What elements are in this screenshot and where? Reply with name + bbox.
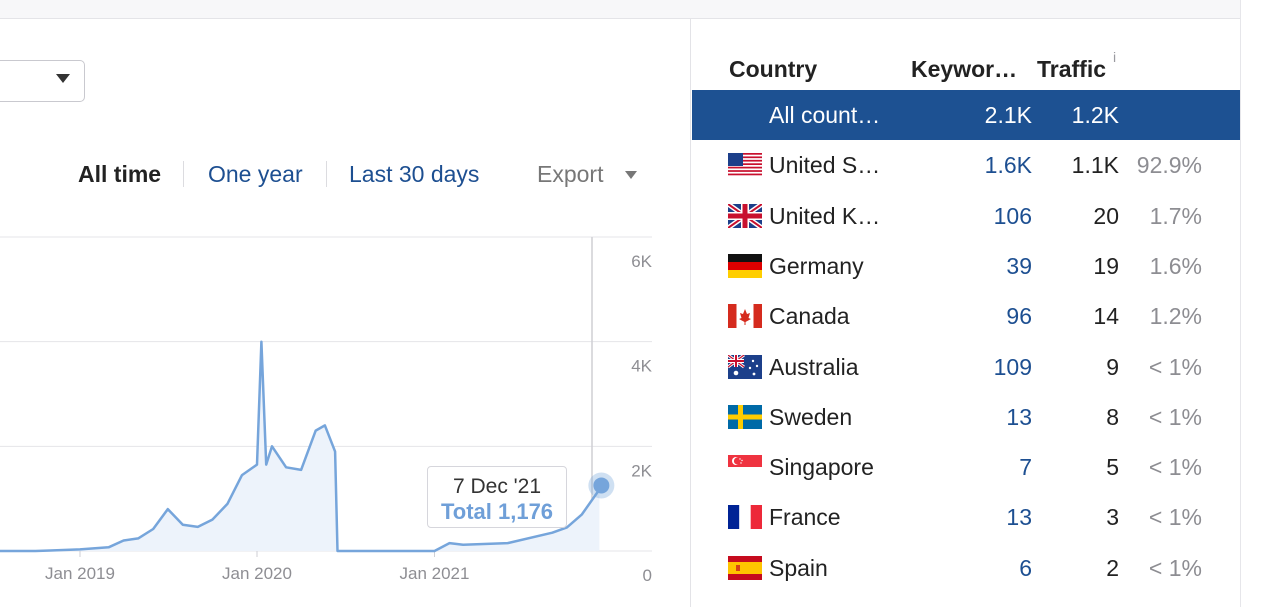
country-name[interactable]: Canada	[769, 303, 850, 330]
mode-select[interactable]	[0, 60, 85, 102]
range-last-30-days[interactable]: Last 30 days	[349, 161, 480, 187]
traffic-share: < 1%	[1148, 403, 1202, 430]
sg-flag-icon	[728, 455, 762, 480]
table-row[interactable]: Singapore 7 5 < 1%	[692, 442, 1240, 492]
keywords-count[interactable]: 13	[1006, 403, 1032, 430]
export-caret-icon[interactable]	[625, 171, 637, 179]
traffic-value: 5	[1106, 454, 1119, 481]
keywords-count[interactable]: 1.6K	[984, 152, 1032, 179]
y-tick-label: 6K	[631, 252, 652, 271]
column-header-traffic[interactable]: Traffic	[1037, 56, 1107, 82]
traffic-value: 1.2K	[1071, 102, 1119, 128]
traffic-value: 3	[1106, 504, 1119, 531]
countries-table: Country Keywor… Traffic i All count… 2.1K…	[692, 19, 1240, 607]
table-row[interactable]: Germany 39 19 1.6%	[692, 241, 1240, 291]
x-tick-label: Jan 2021	[400, 564, 470, 583]
traffic-area	[0, 341, 600, 551]
country-name[interactable]: Spain	[769, 554, 828, 581]
table-row[interactable]: Canada 96 14 1.2%	[692, 291, 1240, 341]
us-flag-icon	[728, 153, 762, 178]
traffic-overview-panel: All time One year Last 30 days Export 6K…	[0, 19, 690, 607]
keywords-count[interactable]: 13	[1006, 504, 1032, 531]
export-button[interactable]: Export	[537, 161, 604, 187]
traffic-share: 1.6%	[1149, 252, 1202, 279]
traffic-share: < 1%	[1148, 554, 1202, 581]
table-row[interactable]: United S… 1.6K 1.1K 92.9%	[692, 140, 1240, 190]
keywords-count[interactable]: 6	[1019, 554, 1032, 581]
range-all-time[interactable]: All time	[78, 161, 162, 187]
traffic-value: 9	[1106, 353, 1119, 380]
country-name[interactable]: France	[769, 504, 841, 531]
es-flag-icon	[728, 555, 762, 580]
keywords-count[interactable]: 2.1K	[984, 102, 1032, 128]
country-name[interactable]: All count…	[769, 102, 881, 128]
traffic-share: < 1%	[1148, 504, 1202, 531]
top-toolbar-strip	[0, 0, 1240, 19]
y-tick-label: 4K	[631, 357, 652, 376]
table-row[interactable]: France 13 3 < 1%	[692, 492, 1240, 542]
y-tick-label: 0	[643, 566, 652, 585]
traffic-share: 1.2%	[1149, 303, 1202, 330]
row-all-countries[interactable]: All count… 2.1K 1.2K	[692, 90, 1240, 140]
table-row[interactable]: Spain 6 2 < 1%	[692, 543, 1240, 593]
country-name[interactable]: United K…	[769, 202, 881, 229]
de-flag-icon	[728, 253, 762, 278]
country-name[interactable]: United S…	[769, 152, 881, 179]
range-one-year[interactable]: One year	[208, 161, 303, 187]
traffic-value: 14	[1093, 303, 1119, 330]
x-tick-label: Jan 2019	[45, 564, 115, 583]
keywords-count[interactable]: 39	[1006, 252, 1032, 279]
se-flag-icon	[728, 404, 762, 429]
traffic-value: 2	[1106, 554, 1119, 581]
uk-flag-icon	[728, 203, 762, 228]
traffic-share: 92.9%	[1136, 152, 1202, 179]
table-row[interactable]: Australia 109 9 < 1%	[692, 342, 1240, 392]
table-row[interactable]: Sweden 13 8 < 1%	[692, 392, 1240, 442]
hover-point[interactable]	[593, 477, 610, 494]
right-scroll-gutter	[1240, 0, 1280, 607]
tooltip-total: Total 1,176	[440, 499, 554, 524]
country-name[interactable]: Australia	[769, 353, 859, 380]
column-header-keywords[interactable]: Keywor…	[911, 56, 1018, 82]
column-header-country[interactable]: Country	[729, 56, 818, 82]
traffic-share: 1.7%	[1149, 202, 1202, 229]
fr-flag-icon	[728, 505, 762, 530]
keywords-count[interactable]: 109	[993, 353, 1032, 380]
au-flag-icon	[728, 354, 762, 379]
country-name[interactable]: Sweden	[769, 403, 853, 430]
chart-tooltip: 7 Dec '21 Total 1,176	[427, 466, 567, 528]
traffic-value: 1.1K	[1071, 152, 1119, 179]
panel-divider	[690, 19, 691, 607]
range-divider	[183, 161, 184, 187]
traffic-value: 8	[1106, 403, 1119, 430]
organic-traffic-chart[interactable]: 6K 4K 2K 0 Jan 2019 Jan 2020 Jan 2021	[0, 217, 690, 587]
table-row[interactable]: United K… 106 20 1.7%	[692, 191, 1240, 241]
tooltip-date: 7 Dec '21	[452, 475, 542, 498]
chevron-down-icon	[56, 74, 70, 83]
traffic-share: < 1%	[1148, 454, 1202, 481]
x-tick-label: Jan 2020	[222, 564, 292, 583]
traffic-series-line[interactable]	[0, 340, 601, 553]
traffic-value: 19	[1093, 252, 1119, 279]
traffic-value: 20	[1093, 202, 1119, 229]
keywords-count[interactable]: 106	[993, 202, 1032, 229]
y-tick-label: 2K	[631, 461, 652, 480]
traffic-share: < 1%	[1148, 353, 1202, 380]
keywords-count[interactable]: 96	[1006, 303, 1032, 330]
ca-flag-icon	[728, 304, 762, 329]
country-name[interactable]: Singapore	[769, 454, 874, 481]
country-name[interactable]: Germany	[769, 252, 864, 279]
keywords-count[interactable]: 7	[1019, 454, 1032, 481]
info-icon[interactable]: i	[1113, 49, 1117, 65]
range-divider	[326, 161, 327, 187]
